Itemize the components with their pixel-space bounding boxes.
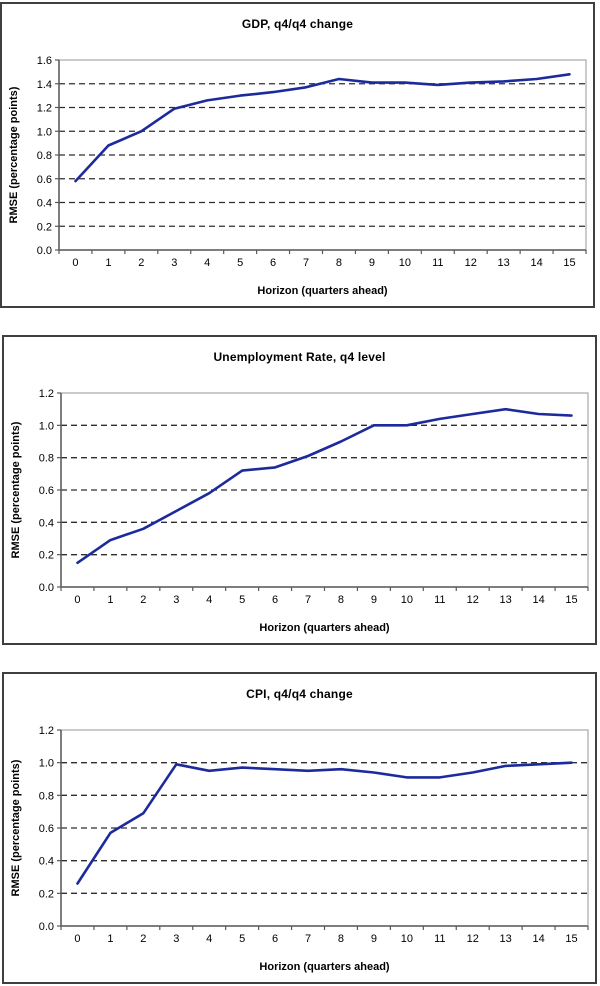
gridlines — [59, 83, 586, 227]
svg-text:0.6: 0.6 — [39, 823, 54, 835]
svg-text:0.8: 0.8 — [39, 790, 54, 802]
svg-text:10: 10 — [399, 257, 411, 269]
svg-text:0.6: 0.6 — [39, 485, 54, 497]
svg-text:6: 6 — [270, 257, 276, 269]
svg-text:0.8: 0.8 — [39, 453, 54, 465]
svg-text:12: 12 — [467, 933, 479, 945]
svg-text:0.0: 0.0 — [39, 582, 54, 594]
y-tick-labels: 0.0 0.2 0.4 0.6 0.8 1.0 1.2 — [39, 388, 61, 594]
unemployment-plot-area: 0.00.20.40.60.81.01.20 1 2 3 4 5 6 7 8 9 10 11 12 13 1… — [39, 388, 589, 606]
gridlines — [61, 762, 588, 894]
gdp-plot-area: 0.00.20.40.60.81.01.21.41.60 1 2 3 4 5 6 7 8 9 10 1… — [37, 55, 587, 269]
svg-text:9: 9 — [371, 933, 377, 945]
svg-text:11: 11 — [434, 594, 445, 606]
rmse-series-line — [74, 73, 571, 183]
svg-text:15: 15 — [563, 257, 575, 269]
svg-text:12: 12 — [465, 257, 477, 269]
svg-text:11: 11 — [434, 933, 445, 945]
svg-text:6: 6 — [272, 933, 278, 945]
svg-text:14: 14 — [532, 933, 544, 945]
svg-text:2: 2 — [138, 257, 144, 269]
y-tick-labels: 0.0 0.2 0.4 0.6 0.8 1.0 1.2 1.4 1.6 — [37, 55, 59, 257]
svg-text:0: 0 — [72, 257, 78, 269]
chart-title-gdp: GDP, q4/q4 change — [241, 17, 354, 31]
svg-text:1.2: 1.2 — [39, 388, 54, 400]
chart-panel-unemployment: 0.0 0.2 0.4 0.6 0.8 1.0 1.2 0 1 2 3 4 5 6 7 8 9 10 11 12 13 1… — [2, 335, 597, 645]
x-tick-labels: 0 1 2 3 4 5 6 7 8 9 10 11 12 13 14 15 — [58, 250, 587, 269]
svg-text:10: 10 — [401, 933, 413, 945]
svg-text:5: 5 — [239, 594, 245, 606]
svg-text:11: 11 — [432, 257, 443, 269]
x-tick-labels: 0 1 2 3 4 5 6 7 8 9 10 11 12 13 14 15 — [60, 926, 589, 945]
svg-text:1.2: 1.2 — [39, 725, 54, 737]
svg-text:0.8: 0.8 — [37, 150, 52, 162]
svg-text:0.4: 0.4 — [39, 517, 54, 529]
y-axis-title: RMSE (percentage points) — [10, 421, 22, 559]
x-axis-title: Horizon (quarters ahead) — [259, 961, 390, 973]
svg-text:1.2: 1.2 — [37, 103, 52, 115]
svg-text:1.0: 1.0 — [39, 758, 54, 770]
svg-text:4: 4 — [204, 257, 210, 269]
chart-title-unemployment: Unemployment Rate, q4 level — [213, 350, 386, 364]
svg-text:8: 8 — [336, 257, 342, 269]
svg-text:13: 13 — [498, 257, 510, 269]
svg-text:8: 8 — [338, 594, 344, 606]
svg-text:1.6: 1.6 — [37, 55, 52, 67]
y-tick-labels: 0.0 0.2 0.4 0.6 0.8 1.0 1.2 — [39, 725, 61, 933]
svg-text:15: 15 — [565, 933, 577, 945]
x-axis-title: Horizon (quarters ahead) — [257, 285, 388, 297]
svg-text:10: 10 — [401, 594, 413, 606]
svg-text:7: 7 — [305, 594, 311, 606]
svg-text:5: 5 — [237, 257, 243, 269]
chart-panel-cpi: 0.0 0.2 0.4 0.6 0.8 1.0 1.2 0 1 2 3 4 5 6 7 8 9 10 11 12 13 1… — [2, 672, 597, 984]
svg-text:1: 1 — [105, 257, 111, 269]
svg-text:14: 14 — [532, 594, 544, 606]
svg-text:1.0: 1.0 — [37, 126, 52, 138]
svg-text:3: 3 — [173, 594, 179, 606]
svg-text:0.2: 0.2 — [37, 221, 52, 233]
svg-text:1: 1 — [107, 594, 113, 606]
svg-text:13: 13 — [500, 594, 512, 606]
rmse-series-line — [76, 407, 573, 565]
x-axis-title: Horizon (quarters ahead) — [259, 622, 390, 634]
svg-text:0.2: 0.2 — [39, 550, 54, 562]
svg-text:1.4: 1.4 — [37, 79, 52, 91]
svg-text:0: 0 — [74, 933, 80, 945]
svg-text:0.0: 0.0 — [37, 245, 52, 257]
x-tick-labels: 0 1 2 3 4 5 6 7 8 9 10 11 12 13 14 15 — [60, 587, 589, 606]
svg-text:7: 7 — [303, 257, 309, 269]
svg-text:6: 6 — [272, 594, 278, 606]
y-axis-title: RMSE (percentage points) — [10, 759, 22, 897]
svg-text:0.4: 0.4 — [37, 198, 52, 210]
svg-text:0.6: 0.6 — [37, 174, 52, 186]
chart-title-cpi: CPI, q4/q4 change — [246, 687, 353, 701]
cpi-plot-area: 0.00.20.40.60.81.01.20 1 2 3 4 5 6 7 8 9 10 11 12 13 1… — [39, 725, 589, 945]
svg-text:14: 14 — [530, 257, 542, 269]
chart-panel-gdp: 0.0 0.2 0.4 0.6 0.8 1.0 1.2 1.4 1.6 0 1 2 3 4 5 6 7 8 9 10 1… — [0, 2, 595, 308]
svg-text:0.0: 0.0 — [39, 921, 54, 933]
svg-text:13: 13 — [500, 933, 512, 945]
svg-text:3: 3 — [171, 257, 177, 269]
svg-text:1: 1 — [107, 933, 113, 945]
svg-text:4: 4 — [206, 594, 212, 606]
svg-text:2: 2 — [140, 933, 146, 945]
svg-text:5: 5 — [239, 933, 245, 945]
svg-text:1.0: 1.0 — [39, 420, 54, 432]
svg-text:0.4: 0.4 — [39, 856, 54, 868]
svg-text:15: 15 — [565, 594, 577, 606]
svg-text:7: 7 — [305, 933, 311, 945]
svg-text:9: 9 — [371, 594, 377, 606]
y-axis-title: RMSE (percentage points) — [8, 86, 20, 224]
svg-text:4: 4 — [206, 933, 212, 945]
svg-text:12: 12 — [467, 594, 479, 606]
gridlines — [61, 424, 588, 556]
svg-text:8: 8 — [338, 933, 344, 945]
svg-text:9: 9 — [369, 257, 375, 269]
svg-text:0.2: 0.2 — [39, 888, 54, 900]
svg-text:3: 3 — [173, 933, 179, 945]
svg-text:2: 2 — [140, 594, 146, 606]
rmse-series-line — [76, 761, 573, 885]
svg-text:0: 0 — [74, 594, 80, 606]
